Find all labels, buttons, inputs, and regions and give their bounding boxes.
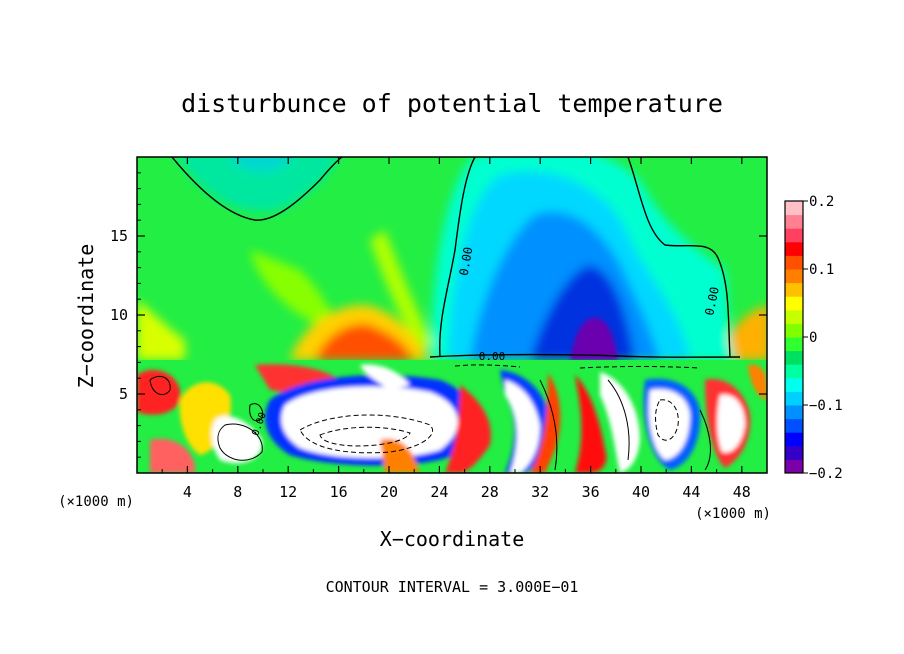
x-axis-label: X−coordinate: [380, 527, 525, 551]
colorbar-swatch: [785, 282, 803, 297]
contour-zero-left-lobe: [171, 157, 343, 221]
contour-lower-3: [539, 379, 558, 471]
field-cold-core: [570, 317, 618, 360]
contour-interval-footnote: CONTOUR INTERVAL = 3.000E−01: [326, 578, 579, 596]
field-heatmap: [137, 157, 767, 473]
contour-lines: [149, 157, 741, 471]
colorbar-swatch: [785, 337, 803, 352]
turbulent-patch-3: [211, 416, 263, 464]
contour-dashed-2: [319, 426, 411, 447]
contour-lower-4: [607, 379, 630, 461]
turbulent-patch-7: [360, 364, 410, 390]
colorbar-swatch: [785, 323, 803, 338]
contour-zero-surface: [429, 353, 741, 358]
y-tick-label: 15: [110, 227, 128, 245]
colorbar-swatch: [785, 405, 803, 420]
x-tick-label: 48: [733, 483, 751, 501]
turbulent-patch-1: [137, 370, 181, 415]
x-axis: 4 8 12 16 20 24 28 32 36 40 44 48: [161, 157, 751, 501]
x-tick-label: 36: [582, 483, 600, 501]
field-warm-streak-a: [250, 250, 334, 330]
x-tick-label: 40: [632, 483, 650, 501]
colorbar-swatch: [785, 445, 803, 460]
field-cool-core-left: [230, 157, 292, 173]
x-tick-label: 44: [682, 483, 700, 501]
turbulent-patch-13: [600, 372, 640, 473]
contour-lines-dashed: [299, 364, 701, 454]
contour-lower-2: [249, 403, 264, 422]
contour-label: 0.00: [702, 286, 722, 317]
colorbar-tick-label: 0.1: [809, 262, 834, 278]
contour-lower-6: [149, 375, 171, 396]
colorbar-swatch: [785, 241, 803, 256]
colorbar-swatch: [785, 377, 803, 392]
colorbar-tick-label: 0: [809, 330, 817, 346]
turbulent-patch-18: [748, 364, 767, 400]
turbulent-patch-20: [380, 438, 420, 473]
x-tick-label: 16: [330, 483, 348, 501]
contour-lower-5: [699, 409, 711, 471]
x-tick-label: 4: [183, 483, 192, 501]
turbulent-patch-6: [281, 386, 458, 459]
x-tick-label: 20: [380, 483, 398, 501]
y-tick-label: 10: [110, 306, 128, 324]
x-unit-right: (×1000 m): [695, 506, 771, 522]
turbulent-patch-19: [150, 438, 195, 473]
colorbar-swatch: [785, 391, 803, 406]
chart-title: disturbunce of potential temperature: [181, 89, 723, 118]
colorbar-swatch: [785, 364, 803, 379]
colorbar-swatch: [785, 350, 803, 365]
contour-label: 0.00: [479, 350, 506, 363]
x-tick-label: 8: [233, 483, 242, 501]
colorbar-tick-label: −0.2: [809, 466, 843, 482]
colorbar-swatch: [785, 255, 803, 270]
colorbar-swatch: [785, 309, 803, 324]
turbulent-patch-11: [530, 373, 561, 473]
colorbar-swatch: [785, 228, 803, 243]
colorbar-ticks: 0.2 0.1 0 −0.1 −0.2: [803, 194, 843, 482]
x-tick-label: 32: [531, 483, 549, 501]
colorbar-swatch: [785, 459, 803, 474]
colorbar-swatch: [785, 432, 803, 447]
contour-dashed-5: [454, 364, 521, 368]
colorbar-tick-label: −0.1: [809, 398, 843, 414]
x-unit-left: (×1000 m): [58, 494, 134, 510]
contour-zero-plume: [439, 157, 476, 358]
field-warm-streak-b: [370, 230, 435, 350]
contour-zero-plume-right: [627, 157, 731, 358]
contour-dashed-3: [655, 399, 679, 441]
y-tick-label: 5: [119, 385, 128, 403]
contour-label: 0.00: [457, 246, 476, 277]
colorbar-swatch: [785, 269, 803, 284]
colorbar-swatch: [785, 214, 803, 229]
x-tick-label: 24: [430, 483, 448, 501]
contour-lower-1: [217, 423, 263, 461]
colorbar-tick-label: 0.2: [809, 194, 834, 210]
turbulent-patch-8: [445, 385, 491, 473]
field-warm-right-edge: [720, 305, 767, 360]
colorbar-swatch: [785, 418, 803, 433]
turbulent-patch-12: [575, 375, 607, 473]
colorbar: [784, 200, 804, 474]
field-cool-lobe-left: [178, 157, 338, 212]
turbulent-patch-10: [505, 380, 540, 473]
field-warm-lump-core: [315, 324, 415, 360]
contour-dashed-4: [579, 366, 701, 369]
x-tick-label: 28: [481, 483, 499, 501]
field-warm-band-left: [137, 300, 185, 360]
colorbar-swatch: [785, 201, 803, 216]
colorbar-swatch: [785, 296, 803, 311]
y-axis: 5 10 15: [110, 172, 767, 458]
turbulent-patch-15: [648, 389, 690, 460]
y-axis-label: Z−coordinate: [74, 244, 98, 389]
turbulent-patch-17: [717, 394, 745, 453]
x-tick-label: 12: [279, 483, 297, 501]
